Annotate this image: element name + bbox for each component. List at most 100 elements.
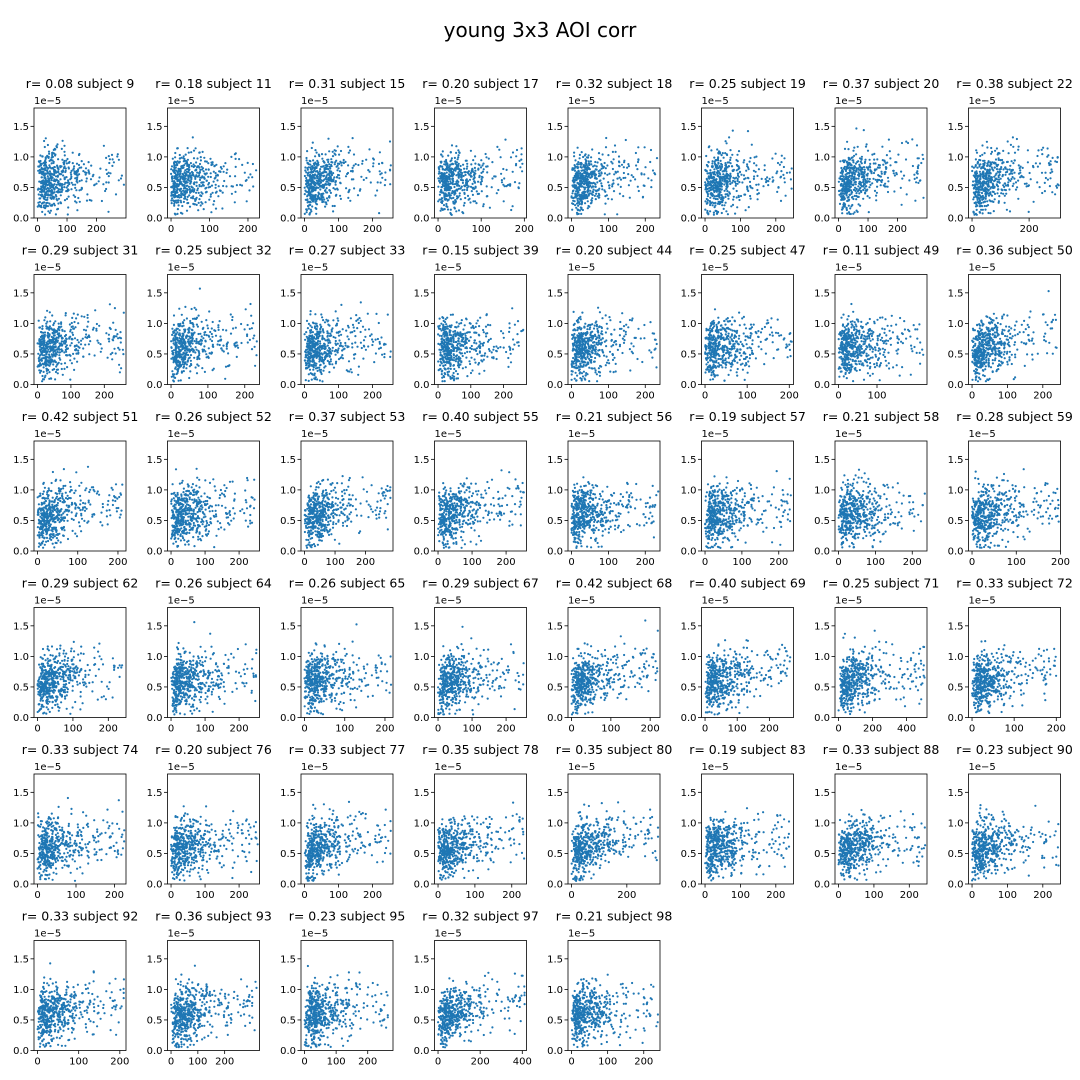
scatter-point [200,191,202,193]
scatter-point [717,167,719,169]
scatter-point [506,169,508,171]
scatter-point [450,151,452,153]
scatter-point [855,183,857,185]
scatter-point [67,185,69,187]
scatter-point [738,181,740,183]
scatter-point [441,174,443,176]
scatter-point [444,189,446,191]
scatter-point [732,204,734,206]
scatter-point [510,156,512,158]
scatter-point [108,175,110,177]
scatter-point [597,189,599,191]
scatter-point [351,178,353,180]
scatter-point [463,171,465,173]
scatter-point [203,157,205,159]
scatter-point [447,208,449,210]
scatter-point [42,337,44,339]
x-tick-label: 200 [636,224,655,235]
scatter-point [57,182,59,184]
scatter-point [328,189,330,191]
scatter-point [49,328,51,330]
scatter-point [66,162,68,164]
scatter-point [170,168,172,170]
scatter-point [80,189,82,191]
scatter-point [116,333,118,335]
scatter-point [57,348,59,350]
scatter-point [114,307,116,309]
scatter-point [41,325,43,327]
scatter-point [204,160,206,162]
scatter-point [717,159,719,161]
scatter-point [717,211,719,213]
scatter-point [41,328,43,330]
scatter-point [1022,167,1024,169]
scatter-point [63,183,65,185]
scatter-point [580,180,582,182]
scatter-point [51,329,53,331]
scatter-point [195,147,197,149]
scatter-point [991,166,993,168]
scatter-point [54,350,56,352]
scatter-point [724,178,726,180]
scatter-point [306,159,308,161]
scatter-point [65,337,67,339]
scatter-point [53,335,55,337]
scatter-point [469,201,471,203]
scatter-point [110,353,112,355]
scatter-point [715,195,717,197]
scatter-point [1024,183,1026,185]
scatter-point [981,154,983,156]
scatter-point [471,190,473,192]
scatter-point [50,177,52,179]
scatter-point [584,193,586,195]
subplot-6: r= 0.25 subject 191e−50.00.51.01.50 100 20… [681,76,806,235]
scatter-point [713,184,715,186]
scatter-point [573,152,575,154]
scatter-point [771,157,773,159]
scatter-point [83,329,85,331]
scatter-point [608,187,610,189]
scatter-point [190,151,192,153]
scatter-point [987,204,989,206]
scatter-point [456,190,458,192]
scatter-point [733,196,735,198]
scatter-point [54,320,56,322]
scatter-point [443,185,445,187]
scatter-point [455,152,457,154]
scatter-point [73,313,75,315]
scatter-point [1012,176,1014,178]
scatter-point [170,173,172,175]
scatter-point [621,164,623,166]
scatter-point [374,194,376,196]
scatter-point [314,149,316,151]
scatter-point [318,193,320,195]
scatter-point [451,214,453,216]
scatter-point [68,196,70,198]
scatter-point [472,183,474,185]
scatter-point [764,164,766,166]
subplot-title: r= 0.37 subject 20 [823,76,940,91]
scatter-point [65,170,67,172]
scatter-point [251,176,253,178]
y-tick-label: 1.5 [414,122,430,133]
scatter-point [747,130,749,132]
scatter-point [306,185,308,187]
scatter-point [865,146,867,148]
x-tick-label: 100 [599,224,618,235]
scatter-point [846,141,848,143]
scatter-point [469,198,471,200]
scatter-point [56,146,58,148]
scatter-point [743,161,745,163]
scatter-point [847,182,849,184]
scatter-point [175,176,177,178]
scatter-point [980,174,982,176]
scatter-point [176,189,178,191]
scatter-point [439,178,441,180]
scatter-point [446,172,448,174]
scatter-point [39,326,41,328]
scatter-point [187,147,189,149]
scatter-point [585,182,587,184]
scatter-point [1009,168,1011,170]
scatter-point [443,194,445,196]
scatter-point [738,167,740,169]
